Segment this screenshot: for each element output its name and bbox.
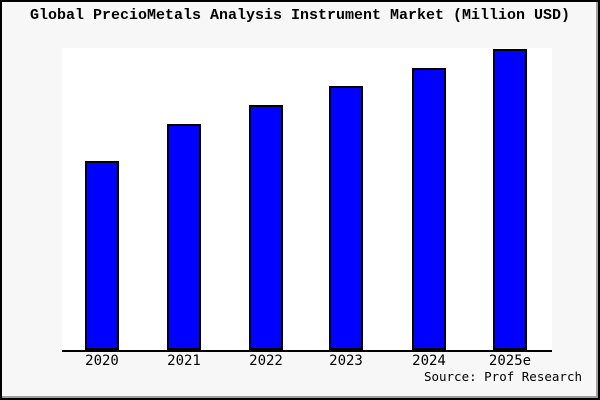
bar-2025e — [493, 49, 527, 350]
bar-2021 — [167, 124, 201, 350]
x-tick-label-2023: 2023 — [329, 353, 363, 369]
chart-title: Global PrecioMetals Analysis Instrument … — [29, 7, 571, 24]
x-tick-label-2021: 2021 — [167, 353, 201, 369]
bar-2022 — [249, 105, 283, 350]
x-tick-label-2025e: 2025e — [488, 353, 532, 369]
x-tick-label-2024: 2024 — [412, 353, 446, 369]
bar-2023 — [329, 86, 363, 350]
x-tick-label-2020: 2020 — [85, 353, 119, 369]
bar-2020 — [85, 161, 119, 350]
plot-area — [62, 48, 552, 352]
x-tick-label-2022: 2022 — [249, 353, 283, 369]
source-credit: Source: Prof Research — [423, 369, 582, 384]
bar-2024 — [412, 68, 446, 350]
